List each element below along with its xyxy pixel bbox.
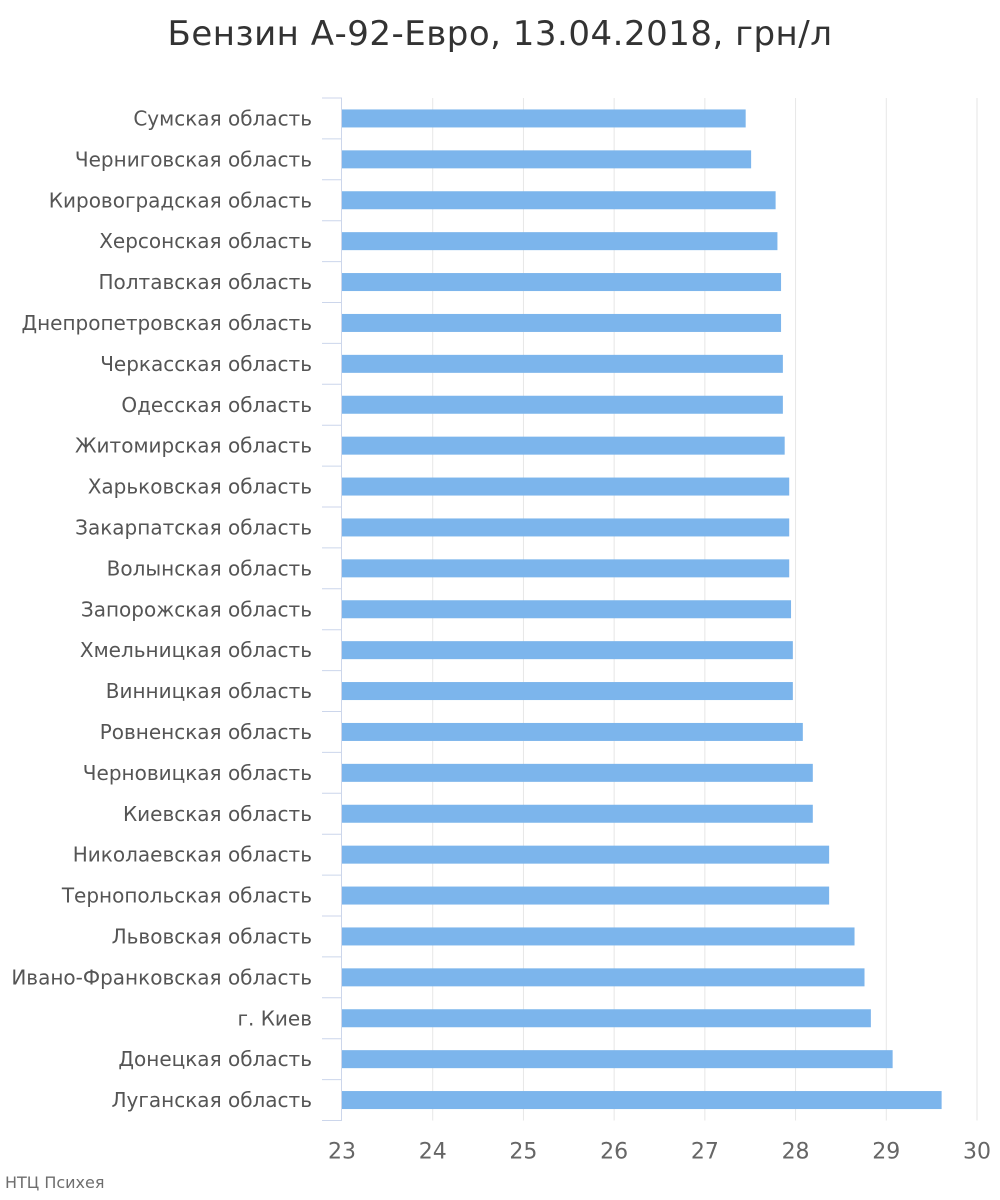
category-label: Ивано-Франковская область [11, 965, 312, 989]
bar [342, 273, 782, 292]
category-label: Днепропетровская область [21, 311, 312, 335]
bar [342, 763, 813, 782]
category-labels: Сумская область Черниговская область Киров… [11, 106, 312, 1112]
category-label: Донецкая область [118, 1047, 312, 1071]
category-label: Ровненская область [100, 720, 312, 744]
category-label: Одесская область [121, 393, 312, 417]
category-label: Сумская область [133, 106, 312, 130]
category-label: Черкасская область [100, 352, 312, 376]
bar [342, 886, 830, 905]
category-label: Запорожская область [81, 597, 312, 621]
category-label: Кировоградская область [49, 188, 312, 212]
category-label: Житомирская область [75, 434, 312, 458]
x-tick-label: 25 [509, 1140, 537, 1165]
bar [342, 477, 790, 496]
category-label: Киевская область [123, 802, 312, 826]
category-label: Херсонская область [99, 229, 312, 253]
category-label: Николаевская область [73, 843, 312, 867]
category-label: Львовская область [112, 924, 312, 948]
x-tick-labels: 23 24 25 26 27 28 29 30 [328, 1140, 991, 1165]
bar [342, 722, 803, 741]
category-label: г. Киев [237, 1006, 312, 1030]
category-label: Волынская область [107, 556, 312, 580]
x-tick-label: 29 [872, 1140, 900, 1165]
chart-title: Бензин А-92-Евро, 13.04.2018, грн/л [167, 14, 833, 54]
category-label: Черниговская область [75, 147, 312, 171]
bar [342, 150, 752, 169]
bar [342, 559, 790, 578]
bar [342, 845, 830, 864]
bar [342, 682, 793, 701]
category-label: Полтавская область [98, 270, 312, 294]
category-label: Харьковская область [88, 475, 312, 499]
bar [342, 1050, 893, 1069]
bar [342, 927, 855, 946]
bar [342, 1091, 942, 1110]
bar [342, 600, 792, 619]
category-label: Хмельницкая область [80, 638, 312, 662]
category-label: Винницкая область [106, 679, 312, 703]
category-label: Закарпатская область [75, 515, 312, 539]
bar [342, 109, 746, 128]
bar [342, 968, 865, 987]
x-tick-label: 26 [600, 1140, 628, 1165]
bar [342, 191, 776, 210]
x-tick-label: 24 [419, 1140, 447, 1165]
source-credit: НТЦ Психея [5, 1173, 105, 1192]
category-label: Тернопольская область [61, 884, 312, 908]
bar [342, 804, 813, 823]
bars [342, 109, 942, 1110]
x-tick-label: 27 [691, 1140, 719, 1165]
category-axis [322, 97, 342, 1121]
bar [342, 354, 783, 373]
bar [342, 232, 778, 251]
bar [342, 641, 793, 660]
x-tick-label: 28 [782, 1140, 810, 1165]
bar [342, 1009, 871, 1028]
category-label: Луганская область [112, 1088, 312, 1112]
x-tick-label: 30 [963, 1140, 991, 1165]
x-tick-label: 23 [328, 1140, 356, 1165]
category-label: Черновицкая область [83, 761, 312, 785]
bar [342, 436, 785, 455]
bar [342, 518, 790, 537]
bar [342, 313, 782, 332]
bar [342, 395, 783, 414]
